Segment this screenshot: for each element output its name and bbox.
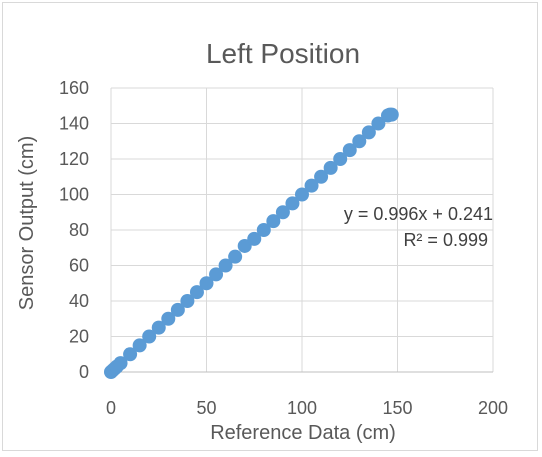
trendline-r-squared: R² = 0.999: [403, 230, 488, 250]
y-tick-label: 0: [79, 362, 89, 382]
x-tick-label: 150: [382, 398, 412, 418]
data-point: [180, 294, 195, 308]
data-point: [333, 152, 348, 166]
chart-frame: 0 50 100 150 200 0 20 40 60 80 100 120 140 160 Left P…: [2, 2, 538, 451]
data-point: [342, 143, 357, 158]
data-point: [295, 187, 309, 202]
data-point: [237, 238, 252, 253]
x-tick-label: 0: [106, 398, 116, 418]
data-point: [151, 320, 166, 335]
y-tick-label: 120: [59, 149, 89, 169]
data-point: [161, 311, 176, 326]
data-point: [209, 267, 224, 282]
data-point: [304, 178, 319, 193]
data-point: [132, 338, 147, 353]
data-point: [384, 107, 399, 122]
tick-labels: 0 50 100 150 200 0 20 40 60 80 100 120 140 160: [59, 78, 508, 418]
x-tick-label: 50: [196, 398, 216, 418]
y-axis-label: Sensor Output (cm): [16, 136, 38, 311]
data-points: [104, 107, 399, 379]
data-point: [275, 205, 290, 220]
trendline-equation: y = 0.996x + 0.241: [344, 204, 493, 224]
data-point: [218, 258, 233, 273]
data-point: [189, 285, 204, 300]
chart-title: Left Position: [206, 38, 360, 69]
y-tick-label: 20: [69, 327, 89, 347]
data-point: [314, 169, 329, 184]
x-tick-label: 100: [287, 398, 317, 418]
y-tick-label: 100: [59, 185, 89, 205]
data-point: [361, 125, 376, 140]
data-point: [113, 356, 128, 371]
data-point: [199, 276, 214, 291]
data-point: [352, 134, 367, 149]
y-tick-label: 160: [59, 78, 89, 98]
data-point: [170, 302, 185, 317]
data-point: [123, 347, 138, 362]
y-tick-label: 40: [69, 291, 89, 311]
data-point: [228, 249, 243, 264]
scatter-chart: 0 50 100 150 200 0 20 40 60 80 100 120 140 160 Left P…: [16, 38, 508, 444]
y-tick-label: 60: [69, 256, 89, 276]
y-tick-label: 140: [59, 114, 89, 134]
data-point: [247, 231, 262, 246]
data-point: [371, 116, 386, 131]
data-point: [142, 329, 157, 344]
data-point: [285, 196, 300, 211]
data-point: [323, 160, 338, 175]
data-point: [266, 214, 281, 229]
data-point: [256, 223, 271, 237]
y-tick-label: 80: [69, 220, 89, 240]
x-axis-label: Reference Data (cm): [210, 422, 396, 444]
x-tick-label: 200: [478, 398, 508, 418]
